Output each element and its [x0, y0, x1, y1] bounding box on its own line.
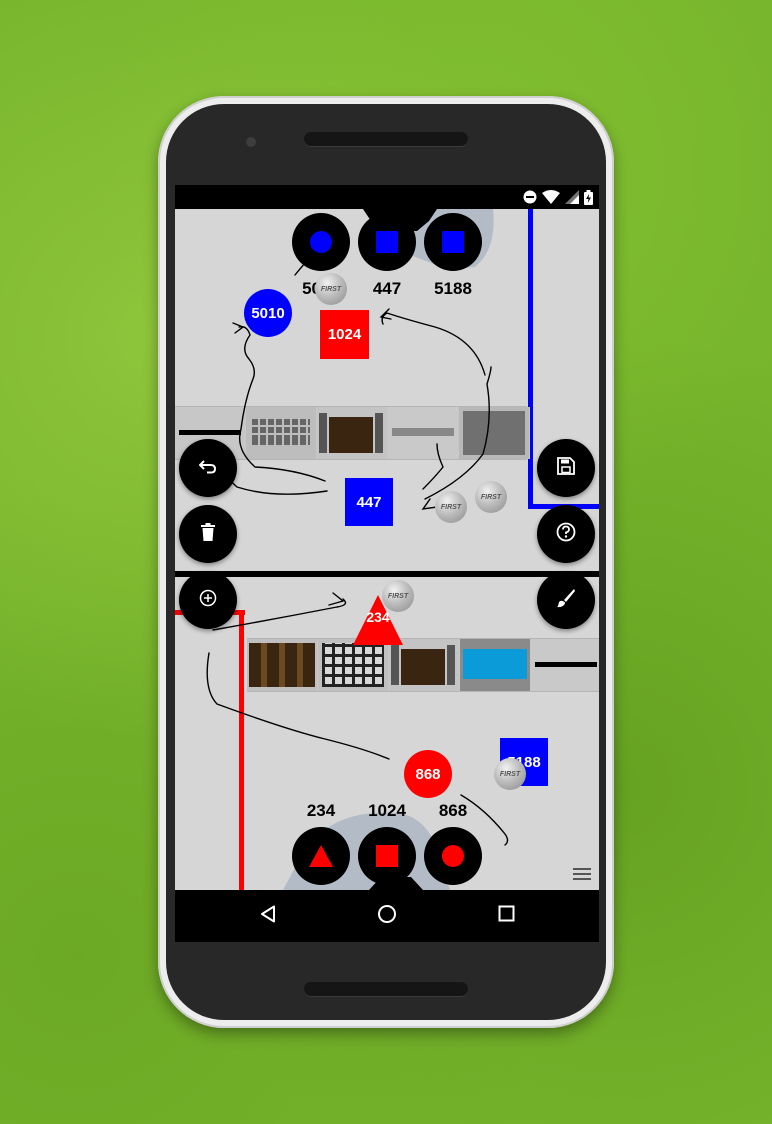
defense-lowbar-red: [531, 639, 599, 691]
add-icon: [199, 589, 217, 612]
delete-button[interactable]: [179, 505, 237, 563]
field-map[interactable]: 5010 447 5188 234 1024 868 5010 1024 447…: [175, 209, 599, 890]
team-label-top-3: 5188: [434, 279, 472, 298]
recents-button[interactable]: [490, 900, 522, 932]
first-ball-logo[interactable]: FIRST: [494, 758, 526, 790]
first-ball-text: FIRST: [320, 285, 342, 293]
defense-portcullis: [318, 639, 389, 691]
add-button[interactable]: [179, 571, 237, 629]
brush-icon: [556, 588, 576, 613]
home-icon: [377, 904, 397, 929]
robot-marker-234-label: 234: [366, 609, 390, 625]
bottom-speaker: [304, 982, 468, 996]
defense-roughterrain: [459, 407, 530, 459]
blue-robot-square-button-1[interactable]: [358, 213, 416, 271]
robot-marker-868[interactable]: 868: [404, 750, 452, 798]
red-robot-square-button[interactable]: [358, 827, 416, 885]
help-icon: [556, 522, 576, 547]
first-ball-logo[interactable]: FIRST: [315, 273, 347, 305]
defense-strip-top: [175, 406, 530, 460]
delete-icon: [201, 522, 215, 546]
undo-icon: [198, 457, 217, 480]
wifi-icon: [542, 190, 560, 204]
robot-marker-1024[interactable]: 1024: [320, 310, 369, 359]
status-bar: [175, 185, 599, 209]
front-camera: [246, 137, 256, 147]
defense-strip-bottom: [247, 638, 599, 692]
defense-ramparts: [246, 407, 317, 459]
defense-drawbridge-red: [389, 639, 460, 691]
back-button[interactable]: [252, 900, 284, 932]
team-label-top-2: 447: [372, 279, 402, 298]
robot-marker-234[interactable]: 234: [351, 593, 405, 647]
top-speaker: [304, 132, 468, 146]
undo-button[interactable]: [179, 439, 237, 497]
defense-moat: [460, 639, 531, 691]
robot-marker-5010[interactable]: 5010: [244, 289, 292, 337]
first-ball-text: FIRST: [499, 770, 521, 778]
defense-rockwall: [388, 407, 459, 459]
team-label-bottom-2: 1024: [368, 801, 406, 820]
team-label-bottom-1: 234: [306, 801, 336, 820]
blue-robot-square-button-2[interactable]: [424, 213, 482, 271]
first-ball-logo[interactable]: FIRST: [382, 580, 414, 612]
home-button[interactable]: [371, 900, 403, 932]
back-icon: [260, 905, 276, 928]
first-ball-text: FIRST: [440, 503, 462, 511]
cell-signal-icon: [565, 190, 579, 204]
save-button[interactable]: [537, 439, 595, 497]
defense-sallyport: [247, 639, 318, 691]
menu-icon[interactable]: [573, 867, 591, 883]
robot-marker-447[interactable]: 447: [345, 478, 393, 526]
battery-charging-icon: [584, 189, 593, 205]
help-button[interactable]: [537, 505, 595, 563]
blue-robot-circle-button[interactable]: [292, 213, 350, 271]
team-label-bottom-3: 868: [438, 801, 468, 820]
do-not-disturb-icon: [523, 190, 537, 204]
drawing-layer[interactable]: [175, 209, 599, 890]
recents-icon: [498, 905, 515, 927]
screen: 5010 447 5188 234 1024 868 5010 1024 447…: [175, 185, 599, 942]
brush-button[interactable]: [537, 571, 595, 629]
navigation-bar: [175, 890, 599, 942]
first-ball-text: FIRST: [480, 493, 502, 501]
save-icon: [557, 456, 575, 480]
first-ball-logo[interactable]: FIRST: [435, 491, 467, 523]
red-robot-circle-button[interactable]: [424, 827, 482, 885]
red-robot-triangle-button[interactable]: [292, 827, 350, 885]
defense-drawbridge: [317, 407, 388, 459]
first-ball-logo[interactable]: FIRST: [475, 481, 507, 513]
first-ball-text: FIRST: [387, 592, 409, 600]
